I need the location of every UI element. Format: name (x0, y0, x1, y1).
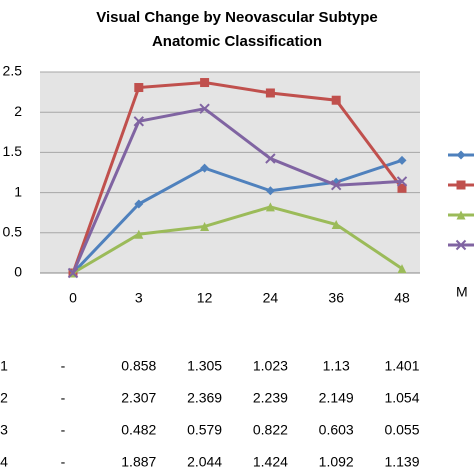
table-cell: - (61, 454, 66, 470)
marker (396, 176, 408, 187)
x-tick-label: 0 (69, 290, 77, 306)
table-cell: 0.482 (121, 422, 156, 438)
chart-title: Visual Change by Neovascular Subtype (96, 9, 377, 26)
table-cell: 1.401 (384, 358, 419, 374)
marker (265, 186, 275, 196)
marker (133, 116, 145, 127)
table-cell: 1.887 (121, 454, 156, 470)
y-tick-label: 1 (14, 183, 22, 199)
table-cell: - (61, 390, 66, 406)
table-cell: - (61, 358, 66, 374)
table-cell: 1.054 (384, 390, 419, 406)
x-tick-label: 3 (135, 290, 143, 306)
series-line (71, 81, 404, 274)
marker (331, 95, 341, 105)
row-label: 2 (0, 390, 8, 406)
x-tick-label: 48 (394, 290, 410, 306)
marker (200, 78, 210, 88)
marker (265, 88, 275, 98)
table-cell: 0.603 (319, 422, 354, 438)
table-cell: 2.369 (187, 390, 222, 406)
x-axis-label: M (456, 284, 468, 300)
marker (456, 150, 466, 160)
table-cell: 1.13 (323, 358, 350, 374)
marker (456, 210, 466, 220)
table-cell: - (61, 422, 66, 438)
marker (67, 267, 79, 279)
y-tick-label: 2 (14, 103, 22, 119)
marker (265, 153, 276, 164)
x-tick-label: 12 (197, 290, 213, 306)
marker (134, 199, 144, 209)
table-cell: 1.139 (384, 454, 419, 470)
marker (397, 183, 407, 193)
x-tick-label: 36 (328, 290, 344, 306)
table-cell: 2.307 (121, 390, 156, 406)
marker (199, 103, 210, 114)
series-line (71, 158, 403, 275)
series-line (72, 205, 403, 275)
table-cell: 0.579 (187, 422, 222, 438)
marker (455, 239, 467, 251)
table-cell: 0.055 (384, 422, 419, 438)
table-cell: 0.858 (121, 358, 156, 374)
table-cell: 2.239 (253, 390, 288, 406)
marker (331, 220, 341, 230)
marker (134, 83, 144, 93)
marker (330, 179, 342, 191)
table-cell: 1.305 (187, 358, 222, 374)
table-cell: 2.149 (319, 390, 354, 406)
marker (134, 229, 144, 239)
y-tick-label: 1.5 (3, 143, 23, 159)
marker (200, 221, 210, 231)
marker (397, 155, 407, 165)
y-tick-label: 2.5 (3, 63, 23, 79)
chart-subtitle: Anatomic Classification (152, 33, 322, 50)
table-cell: 1.092 (319, 454, 354, 470)
marker (265, 202, 275, 212)
series-line (71, 107, 403, 274)
row-label: 4 (0, 454, 8, 470)
y-tick-label: 0.5 (3, 224, 23, 240)
marker (397, 264, 407, 274)
table-cell: 0.822 (253, 422, 288, 438)
marker (456, 180, 466, 190)
marker (200, 163, 210, 173)
y-tick-label: 0 (14, 264, 22, 280)
table-cell: 1.424 (253, 454, 288, 470)
row-label: 1 (0, 358, 8, 374)
table-cell: 2.044 (187, 454, 222, 470)
row-label: 3 (0, 422, 8, 438)
x-tick-label: 24 (263, 290, 279, 306)
table-cell: 1.023 (253, 358, 288, 374)
